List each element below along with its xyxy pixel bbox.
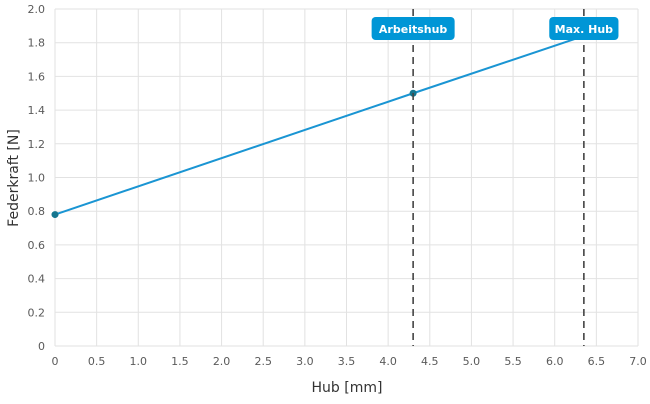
y-axis-title: Federkraft [N] [6, 129, 22, 227]
x-tick-label: 6.5 [588, 355, 606, 368]
marker-badge: Arbeitshub [371, 17, 455, 40]
x-tick-label: 2.5 [254, 355, 272, 368]
grid [54, 8, 639, 347]
marker-badge: Max. Hub [549, 17, 619, 40]
x-tick-label: 3.0 [296, 355, 314, 368]
x-tick-label: 4.5 [421, 355, 439, 368]
y-tick-label: 0.6 [28, 239, 46, 252]
y-tick-label: 1.2 [28, 138, 46, 151]
reference-markers: Arbeitshub Max. Hub [371, 9, 619, 346]
marker-badge-bg [371, 17, 455, 40]
x-tick-label: 4.0 [379, 355, 397, 368]
x-tick-label: 3.5 [338, 355, 356, 368]
y-tick-label: 1.0 [28, 172, 46, 185]
x-tick-label: 5.5 [504, 355, 522, 368]
marker-badge-bg [549, 17, 619, 40]
x-tick-label: 7.0 [629, 355, 647, 368]
y-tick-label: 0.4 [28, 273, 46, 286]
marker-label: Arbeitshub [379, 23, 448, 36]
x-tick-label: 5.0 [463, 355, 481, 368]
y-tick-label: 1.8 [28, 37, 46, 50]
x-axis-title: Hub [mm] [312, 380, 383, 396]
y-tick-label: 1.6 [28, 70, 46, 83]
y-tick-label: 2.0 [28, 3, 46, 16]
y-tick-label: 1.4 [28, 104, 46, 117]
marker-label: Max. Hub [555, 23, 614, 36]
x-tick-label: 0.5 [88, 355, 106, 368]
y-tick-label: 0.8 [28, 205, 46, 218]
y-tick-label: 0.2 [28, 306, 46, 319]
tick-labels: 0 0.5 1.0 1.5 2.0 2.5 3.0 3.5 4.0 4.5 5.0 5.5 6.0 6.5… [28, 3, 647, 368]
x-tick-label: 2.0 [213, 355, 231, 368]
series-layer [51, 35, 585, 219]
x-tick-label: 6.0 [546, 355, 564, 368]
series-line [54, 35, 585, 216]
x-tick-label: 1.5 [171, 355, 189, 368]
x-tick-label: 1.0 [130, 355, 148, 368]
x-tick-label: 0 [52, 355, 59, 368]
data-point [51, 211, 59, 219]
y-tick-label: 0 [38, 340, 45, 353]
